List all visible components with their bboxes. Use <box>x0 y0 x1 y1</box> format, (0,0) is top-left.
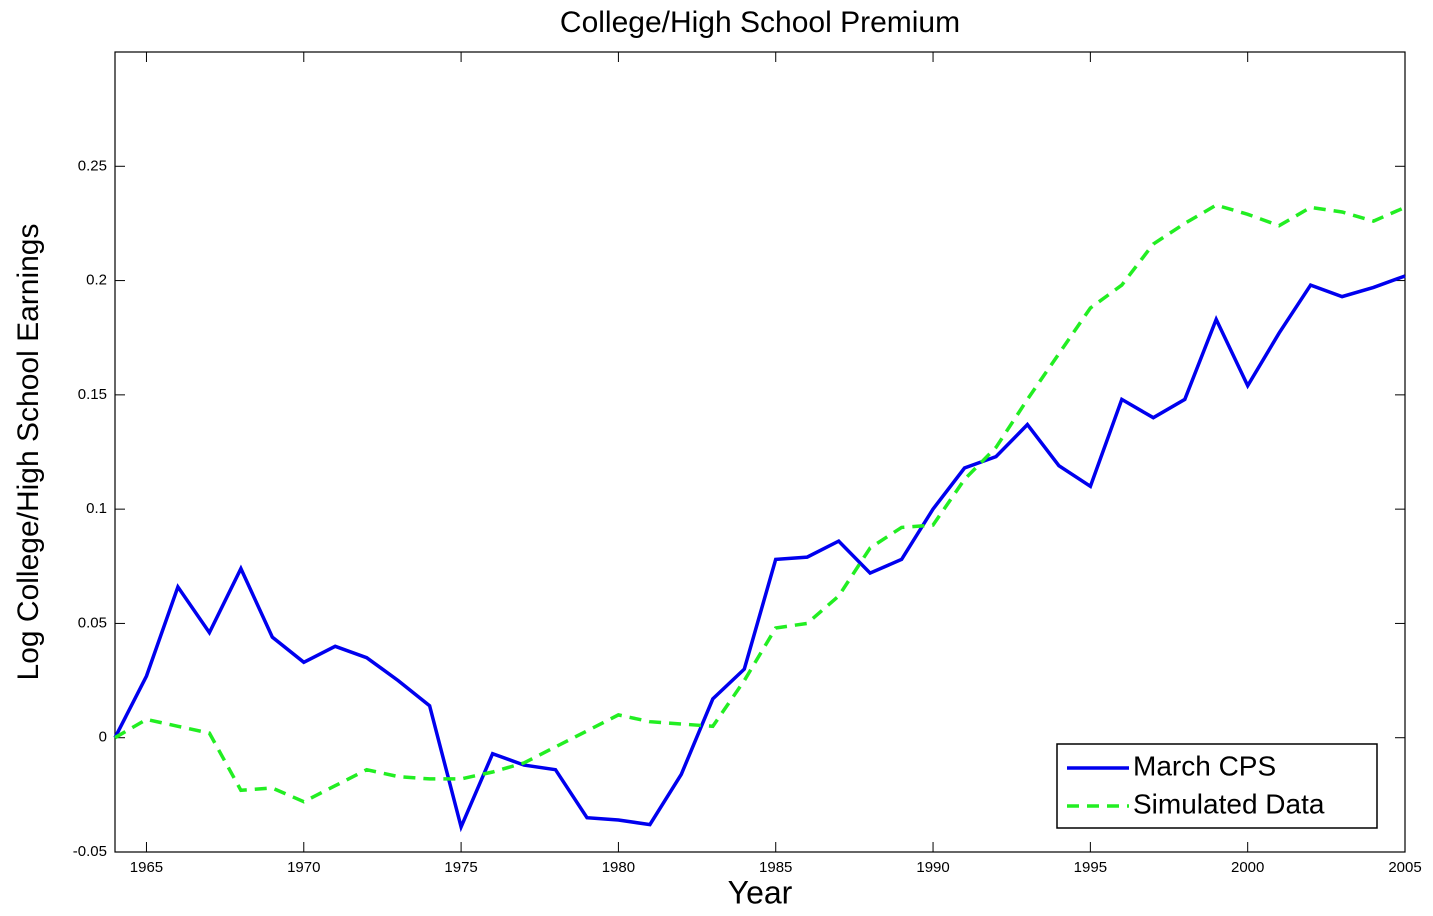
x-tick-label: 1990 <box>916 859 949 876</box>
y-tick-label: 0.2 <box>86 272 107 289</box>
x-tick-label: 2000 <box>1231 859 1264 876</box>
y-tick-label: 0.25 <box>78 157 107 174</box>
series-line <box>114 203 1406 804</box>
series-line <box>113 274 1406 833</box>
x-tick-label: 2005 <box>1388 859 1421 876</box>
chart-title: College/High School Premium <box>560 6 960 39</box>
y-tick-label: -0.05 <box>73 843 107 860</box>
y-axis-label: Log College/High School Earnings <box>12 224 45 681</box>
legend-box <box>1056 743 1378 829</box>
x-axis-label: Year <box>728 874 793 910</box>
plot-area <box>114 51 1406 853</box>
x-tick-label: 1985 <box>759 859 792 876</box>
x-tick-label: 1970 <box>287 859 320 876</box>
x-tick-label: 1980 <box>602 859 635 876</box>
x-tick-label: 1995 <box>1074 859 1107 876</box>
y-tick-label: 0.1 <box>86 500 107 517</box>
y-tick-label: 0 <box>99 729 107 746</box>
legend-label: Simulated Data <box>1133 788 1325 819</box>
y-tick-label: 0.05 <box>78 614 107 631</box>
y-tick-label: 0.15 <box>78 386 107 403</box>
legend-label: March CPS <box>1133 750 1276 781</box>
x-tick-label: 1965 <box>130 859 163 876</box>
x-tick-label: 1975 <box>444 859 477 876</box>
